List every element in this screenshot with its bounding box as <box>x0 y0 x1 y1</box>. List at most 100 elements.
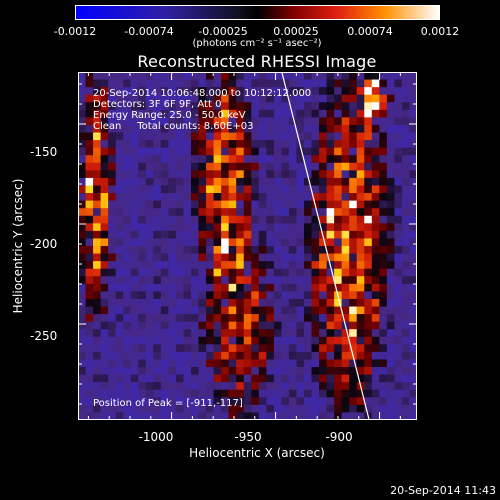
heatmap-cell <box>108 329 117 338</box>
axis-ticks <box>78 72 417 420</box>
counts-annotation: Clean Total counts: 8.60E+03 <box>93 121 254 132</box>
heatmap-cell <box>288 283 297 292</box>
heatmap-cell <box>334 223 343 232</box>
heatmap-cell <box>258 268 267 277</box>
heatmap-cell <box>213 72 222 80</box>
heatmap-cell <box>243 344 252 353</box>
heatmap-cell <box>251 351 260 360</box>
heatmap-cell <box>221 72 230 80</box>
heatmap-cell <box>198 351 207 360</box>
heatmap-cell <box>394 79 403 88</box>
heatmap-cell <box>394 367 403 376</box>
heatmap-cell <box>386 298 395 307</box>
heatmap-cell <box>364 162 373 171</box>
heatmap-cell <box>296 72 305 80</box>
heatmap-cell <box>213 117 222 126</box>
heatmap-cell <box>326 185 335 194</box>
y-tick-label: -200 <box>30 237 58 251</box>
heatmap-cell <box>221 193 230 202</box>
heatmap-cell <box>258 162 267 171</box>
heatmap-cell <box>93 117 101 126</box>
heatmap-cell <box>123 238 132 247</box>
heatmap-cell <box>85 329 94 338</box>
heatmap-cell <box>386 147 395 156</box>
heatmap-cell <box>409 268 417 277</box>
heatmap-cell <box>228 177 237 186</box>
heatmap-cell <box>115 208 124 217</box>
heatmap-cell <box>160 336 169 345</box>
heatmap-cell <box>168 344 177 353</box>
heatmap-cell <box>130 389 139 398</box>
heatmap-cell <box>296 336 305 345</box>
heatmap-cell <box>319 306 327 315</box>
heatmap-cell <box>145 246 154 254</box>
heatmap-cell <box>168 397 177 406</box>
heatmap-cell <box>266 344 275 353</box>
heatmap-cell <box>78 321 86 330</box>
heatmap-cell <box>78 314 86 323</box>
x-tick-label: -950 <box>234 430 262 444</box>
heatmap-cell <box>213 329 222 338</box>
heatmap-cell <box>206 253 214 262</box>
heatmap-cell <box>183 389 192 398</box>
heatmap-cell <box>266 359 275 368</box>
heatmap-cell <box>228 155 237 164</box>
heatmap-cell <box>401 374 410 383</box>
heatmap-cell <box>228 283 237 292</box>
heatmap-cell <box>236 246 245 254</box>
heatmap-cell <box>334 321 343 330</box>
heatmap-cell <box>115 374 124 383</box>
heatmap-cell <box>183 314 192 323</box>
heatmap-cell <box>281 298 290 307</box>
heatmap-cell <box>108 193 117 202</box>
heatmap-cell <box>258 238 267 247</box>
heatmap-cell <box>281 389 290 398</box>
heatmap-cell <box>175 283 184 292</box>
heatmap-cell <box>191 253 199 262</box>
heatmap-cell <box>251 291 260 300</box>
colorbar-tick-label: -0.0012 <box>53 25 97 38</box>
heatmap-cell <box>304 147 312 156</box>
heatmap-cell <box>115 344 124 353</box>
heatmap-cell <box>326 389 335 398</box>
heatmap-cell <box>401 283 410 292</box>
heatmap-cell <box>213 268 222 277</box>
heatmap-cell <box>130 344 139 353</box>
heatmap-cell <box>243 253 252 262</box>
heatmap-cell <box>258 124 267 133</box>
heatmap-cell <box>191 155 199 164</box>
heatmap-cell <box>379 162 388 171</box>
heatmap-cell <box>168 276 177 285</box>
heatmap-cell <box>168 87 177 96</box>
heatmap-cell <box>364 389 373 398</box>
heatmap-cell <box>386 177 395 186</box>
heatmap-cell <box>356 200 365 209</box>
heatmap-cell <box>221 200 230 209</box>
heatmap-cell <box>78 162 86 171</box>
heatmap-cell <box>175 344 184 353</box>
heatmap-cell <box>334 314 343 323</box>
heatmap-cell <box>394 162 403 171</box>
heatmap-cell <box>85 124 94 133</box>
heatmap-cell <box>206 140 214 149</box>
heatmap-cell <box>198 109 207 118</box>
heatmap-cell <box>251 283 260 292</box>
heatmap-cell <box>115 140 124 149</box>
heatmap-cell <box>288 200 297 209</box>
heatmap-cell <box>160 261 169 270</box>
heatmap-cell <box>296 147 305 156</box>
heatmap-cell <box>228 306 237 315</box>
heatmap-cell <box>266 102 275 111</box>
heatmap-cell <box>145 147 154 156</box>
heatmap-cell <box>409 314 417 323</box>
heatmap-cell <box>160 72 169 80</box>
heatmap-cell <box>130 140 139 149</box>
heatmap-cell <box>93 359 101 368</box>
heatmap-cell <box>341 162 350 171</box>
heatmap-cell <box>356 124 365 133</box>
heatmap-cell <box>251 193 260 202</box>
heatmap-cell <box>356 170 365 179</box>
heatmap-cell <box>93 298 101 307</box>
heatmap-cell <box>409 298 417 307</box>
heatmap-cell <box>364 253 373 262</box>
